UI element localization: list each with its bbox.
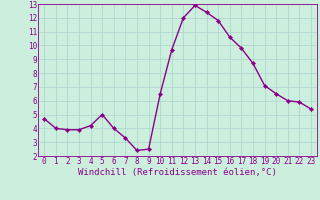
X-axis label: Windchill (Refroidissement éolien,°C): Windchill (Refroidissement éolien,°C) <box>78 168 277 177</box>
